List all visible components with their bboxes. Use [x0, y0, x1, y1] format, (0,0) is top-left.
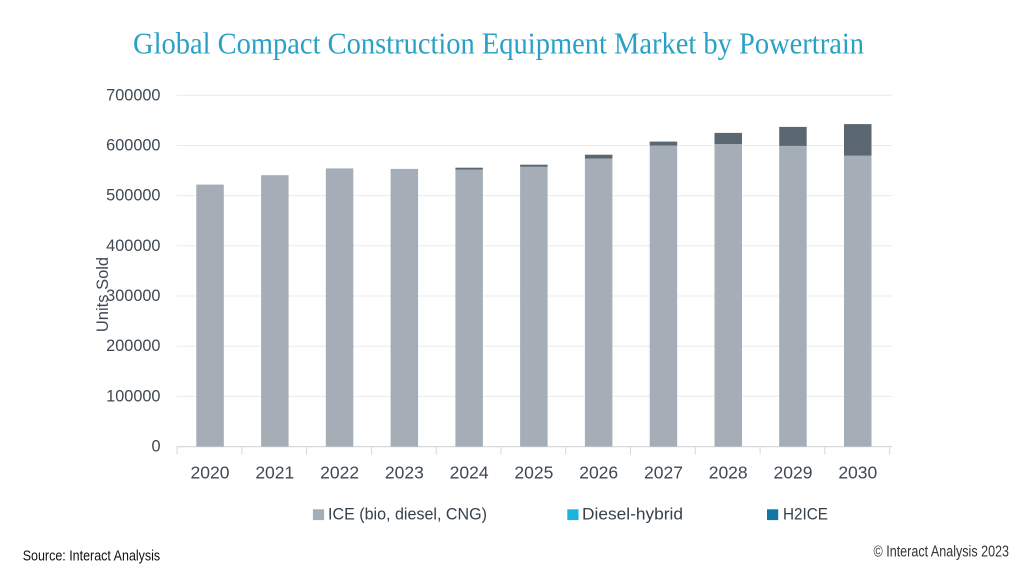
- svg-text:2022: 2022: [320, 463, 359, 483]
- svg-text:2029: 2029: [774, 463, 813, 483]
- svg-text:2024: 2024: [450, 463, 489, 483]
- svg-text:2020: 2020: [191, 463, 230, 483]
- svg-text:200000: 200000: [106, 337, 160, 355]
- svg-text:600000: 600000: [106, 137, 160, 155]
- svg-text:2028: 2028: [709, 463, 748, 483]
- svg-text:2027: 2027: [644, 463, 683, 483]
- svg-text:Global Compact Construction Eq: Global Compact Construction Equipment Ma…: [133, 25, 864, 60]
- svg-text:2030: 2030: [838, 463, 877, 483]
- svg-text:© Interact Analysis 2023: © Interact Analysis 2023: [874, 543, 1010, 560]
- svg-text:100000: 100000: [106, 387, 160, 405]
- svg-text:H2ICE: H2ICE: [783, 506, 828, 524]
- svg-text:ICE (bio, diesel, CNG): ICE (bio, diesel, CNG): [328, 506, 487, 524]
- svg-text:500000: 500000: [106, 187, 160, 205]
- svg-text:2021: 2021: [255, 463, 294, 483]
- svg-text:2023: 2023: [385, 463, 424, 483]
- svg-text:Source: Interact Analysis: Source: Interact Analysis: [23, 547, 161, 564]
- svg-text:400000: 400000: [106, 237, 160, 255]
- svg-text:2026: 2026: [579, 463, 618, 483]
- svg-text:Diesel-hybrid: Diesel-hybrid: [582, 506, 683, 524]
- svg-text:700000: 700000: [106, 86, 160, 104]
- svg-text:300000: 300000: [106, 287, 160, 305]
- svg-text:2025: 2025: [514, 463, 553, 483]
- svg-text:0: 0: [151, 438, 160, 456]
- svg-text:Units Sold: Units Sold: [94, 257, 112, 332]
